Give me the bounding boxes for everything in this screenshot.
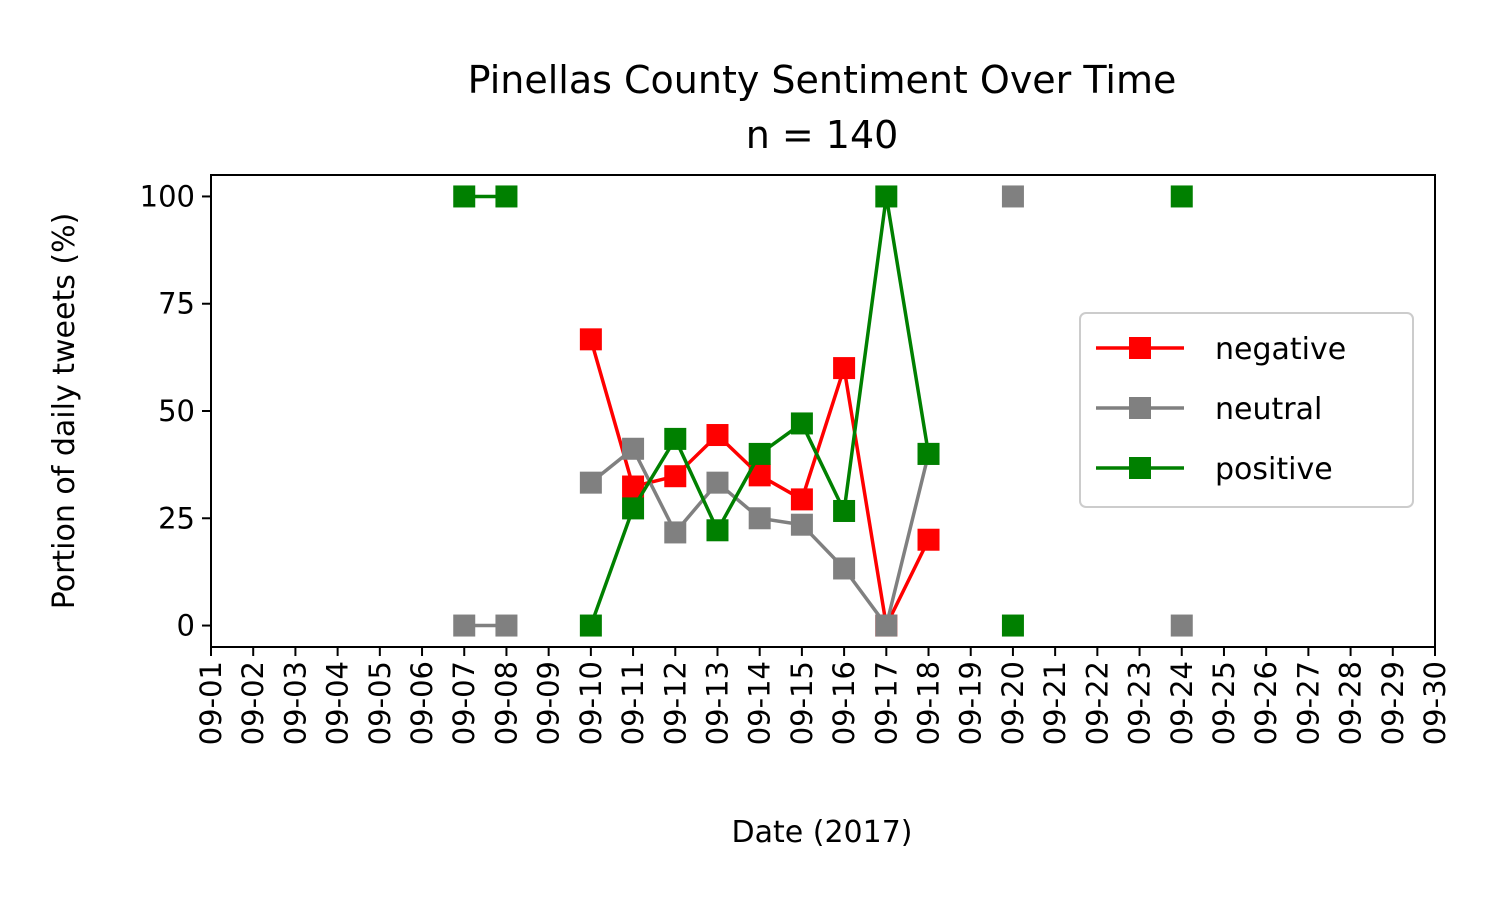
legend-frame <box>1079 312 1414 508</box>
data-point-positive <box>579 614 602 637</box>
data-point-negative <box>748 464 771 487</box>
data-point-positive <box>875 185 898 208</box>
legend-marker-positive <box>1129 457 1151 479</box>
y-tick-label: 25 <box>158 501 195 535</box>
legend: negative neutral positive <box>1079 312 1414 508</box>
x-tick-label: 09-07 <box>447 661 481 745</box>
legend-label-neutral: neutral <box>1215 392 1322 427</box>
x-tick-label: 09-28 <box>1334 661 1368 745</box>
x-tick-label: 09-05 <box>363 661 397 745</box>
x-tick-label: 09-10 <box>574 661 608 745</box>
x-tick-label: 09-11 <box>616 661 650 745</box>
chart-subtitle: n = 140 <box>746 113 899 157</box>
x-tick-label: 09-17 <box>869 661 903 745</box>
x-tick-label: 09-26 <box>1249 661 1283 745</box>
data-point-positive <box>1001 614 1024 637</box>
x-tick-label: 09-18 <box>912 661 946 745</box>
data-point-negative <box>664 465 687 488</box>
data-point-positive <box>1170 185 1193 208</box>
x-tick-label: 09-14 <box>743 661 777 745</box>
x-tick-label: 09-01 <box>194 661 228 745</box>
data-point-negative <box>833 357 856 380</box>
data-point-neutral <box>495 614 518 637</box>
data-point-neutral <box>453 614 476 637</box>
x-tick-label: 09-03 <box>278 661 312 745</box>
plot-frame <box>210 174 1436 648</box>
data-point-positive <box>664 427 687 450</box>
data-point-neutral <box>833 557 856 580</box>
y-tick-label: 50 <box>158 394 195 428</box>
x-tick-label: 09-12 <box>658 661 692 745</box>
data-point-positive <box>622 497 645 520</box>
x-tick-label: 09-30 <box>1418 661 1452 745</box>
x-tick-label: 09-27 <box>1291 661 1325 745</box>
data-point-positive <box>917 442 940 465</box>
data-point-positive <box>748 442 771 465</box>
legend-marker-neutral <box>1129 397 1151 419</box>
y-tick-label: 75 <box>158 287 195 321</box>
data-point-positive <box>453 185 476 208</box>
data-point-negative <box>790 488 813 511</box>
x-tick-label: 09-20 <box>996 661 1030 745</box>
y-tick-label: 0 <box>177 609 195 643</box>
data-point-positive <box>790 412 813 435</box>
series-line-positive <box>589 196 931 627</box>
data-point-negative <box>706 424 729 447</box>
data-point-neutral <box>1170 614 1193 637</box>
data-point-negative <box>917 528 940 551</box>
data-point-positive <box>706 519 729 542</box>
data-point-neutral <box>579 471 602 494</box>
data-point-neutral <box>875 614 898 637</box>
chart-title: Pinellas County Sentiment Over Time <box>468 58 1177 102</box>
y-tick-label: 100 <box>140 179 195 213</box>
x-tick-label: 09-29 <box>1376 661 1410 745</box>
x-tick-label: 09-06 <box>405 661 439 745</box>
x-tick-label: 09-09 <box>532 661 566 745</box>
legend-label-negative: negative <box>1215 332 1346 367</box>
plot-area: 09-01 09-02 09-03 09-04 09-05 09-06 09-07 09-08… <box>140 179 1452 745</box>
x-tick-label: 09-24 <box>1165 661 1199 745</box>
data-point-neutral <box>1001 185 1024 208</box>
legend-label-positive: positive <box>1215 452 1333 487</box>
x-tick-label: 09-21 <box>1038 661 1072 745</box>
data-point-neutral <box>748 507 771 530</box>
x-tick-label: 09-13 <box>700 661 734 745</box>
x-axis-label: Date (2017) <box>732 815 913 850</box>
y-axis-label: Portion of daily tweets (%) <box>47 213 82 610</box>
data-point-negative <box>579 328 602 351</box>
x-tick-label: 09-25 <box>1207 661 1241 745</box>
x-tick-label: 09-02 <box>236 661 270 745</box>
legend-marker-negative <box>1129 337 1151 359</box>
data-point-positive <box>495 185 518 208</box>
x-tick-label: 09-19 <box>954 661 988 745</box>
x-tick-label: 09-23 <box>1123 661 1157 745</box>
x-tick-label: 09-15 <box>785 661 819 745</box>
data-point-neutral <box>622 437 645 460</box>
data-point-positive <box>833 499 856 522</box>
x-tick-label: 09-22 <box>1080 661 1114 745</box>
x-tick-label: 09-16 <box>827 661 861 745</box>
data-point-neutral <box>790 513 813 536</box>
x-tick-label: 09-04 <box>321 661 355 745</box>
x-tick-label: 09-08 <box>489 661 523 745</box>
data-point-neutral <box>664 521 687 544</box>
data-point-negative <box>622 475 645 498</box>
data-point-neutral <box>706 471 729 494</box>
